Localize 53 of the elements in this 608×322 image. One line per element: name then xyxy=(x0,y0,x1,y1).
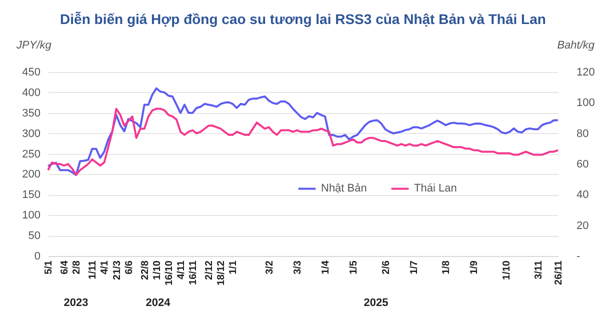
y-tick-label: 200 xyxy=(22,168,40,181)
x-tick-label: 4/11 xyxy=(176,260,188,280)
x-tick-label: 16/11 xyxy=(188,260,200,285)
x-tick-label: 5/1 xyxy=(44,260,54,274)
line-series xyxy=(47,108,559,176)
y-tick-label: 50 xyxy=(28,230,40,242)
x-tick-label: 2/6 xyxy=(380,260,392,274)
y2-axis-title: Baht/kg xyxy=(557,40,596,52)
text: 2023 xyxy=(64,297,88,309)
x-tick-label: 21/3 xyxy=(112,260,123,280)
line-series xyxy=(47,87,559,176)
x-tick-label: 1/11 xyxy=(88,260,99,280)
x-tick-label: 1/5 xyxy=(348,260,360,274)
y2-tick-label: 60 xyxy=(576,158,589,170)
y2-tick-label: 40 xyxy=(576,189,589,202)
x-tick-label: 1/8 xyxy=(441,260,452,274)
x-tick-label: 1/4 xyxy=(320,260,332,274)
x-tick-label: 4/1 xyxy=(100,260,111,274)
legend-label: Nhật Bản xyxy=(321,182,367,195)
y-tick-label: 400 xyxy=(22,86,40,99)
y2-tick-label: 100 xyxy=(576,97,595,110)
x-tick-label: 1/9 xyxy=(469,260,480,274)
x-tick-label: 1/1 xyxy=(228,260,240,274)
y-tick-label: 250 xyxy=(22,148,40,160)
y-axis-title: JPY/kg xyxy=(16,40,52,52)
x-tick-label: 18/12 xyxy=(216,260,228,286)
x-tick-label: 1/10 xyxy=(501,260,512,280)
x-tick-label: 2/12 xyxy=(204,260,216,280)
text: 2024 xyxy=(146,297,172,309)
y-tick-label: 450 xyxy=(22,66,40,78)
legend-label: Thái Lan xyxy=(414,182,457,195)
y-tick-label: 0 xyxy=(34,250,40,262)
x-tick-label: 1/10 xyxy=(152,260,163,280)
x-tick-label: 3/3 xyxy=(292,260,304,274)
x-tick-label: 6/4 xyxy=(60,260,71,274)
x-tick-label: 26/11 xyxy=(554,260,564,285)
x-tick-label: 6/6 xyxy=(124,260,135,274)
x-tick-label: 22/8 xyxy=(140,260,151,280)
y-tick-label: 150 xyxy=(22,189,40,202)
x-tick-label: 2/8 xyxy=(72,260,83,274)
y-tick-label: 300 xyxy=(22,128,40,140)
text: 2025 xyxy=(364,297,388,309)
x-tick-label: 1/7 xyxy=(408,260,420,274)
y2-tick-label: 120 xyxy=(576,66,595,78)
y-tick-label: 100 xyxy=(22,210,40,222)
y2-tick-label: 80 xyxy=(576,128,589,140)
y-tick-label: 350 xyxy=(22,107,40,120)
x-tick-label: 3/2 xyxy=(264,260,276,274)
y2-tick-label: 20 xyxy=(576,220,589,232)
chart-title: Diễn biến giá Hợp đồng cao su tương lai RSS3 của Nhật Bản và Thái Lan xyxy=(60,11,546,27)
x-tick-label: 16/10 xyxy=(164,260,175,286)
y2-tick-label: - xyxy=(576,250,580,262)
x-tick-label: 3/11 xyxy=(533,260,544,280)
